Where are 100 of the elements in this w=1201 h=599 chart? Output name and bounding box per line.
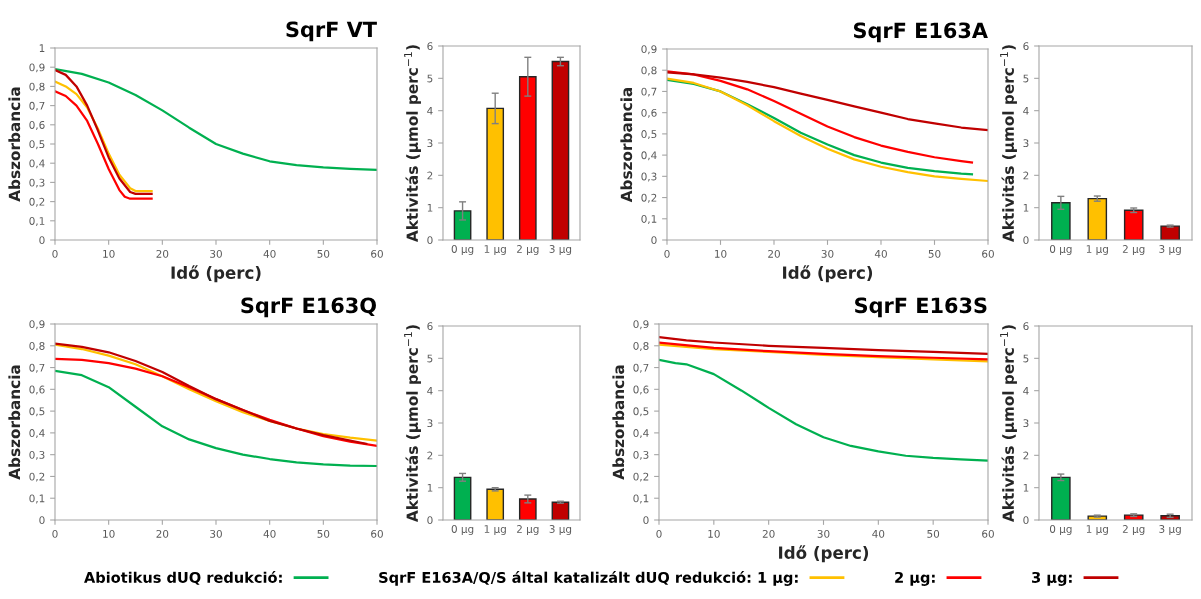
bar	[551, 60, 570, 240]
y-tick-label: 0,4	[29, 429, 45, 439]
x-axis-title: Idő (perc)	[171, 265, 261, 283]
x-tick-label: 1 µg	[1086, 525, 1108, 535]
y-tick-label: 2	[427, 451, 433, 460]
x-tick-label: 20	[768, 249, 780, 258]
x-tick-label: 3 µg	[1159, 525, 1181, 535]
x-tick-label: 3 µg	[549, 525, 572, 535]
legend-label: SqrF E163A/Q/S által katalizált dUQ redukció: 1 µg:	[379, 571, 798, 586]
x-tick-label: 40	[872, 529, 885, 538]
y-axis-title: Abszorbancia	[620, 87, 633, 203]
y-tick-label: 0,9	[633, 320, 649, 330]
x-tick-label: 60	[982, 249, 994, 258]
y-tick-label: 0	[39, 516, 45, 525]
x-tick-label: 3 µg	[1159, 245, 1181, 255]
y-tick-label: 3	[1023, 419, 1029, 428]
y-tick-label: 1	[427, 484, 433, 492]
y-axis-title: Aktivitás (µmol perc$^{−1}$)	[404, 325, 421, 522]
x-tick-label: 30	[817, 529, 830, 538]
bar	[518, 498, 537, 520]
x-tick-label: 40	[263, 249, 276, 258]
x-tick-label: 1 µg	[484, 245, 506, 255]
y-tick-label: 1	[1023, 484, 1029, 492]
bar	[486, 107, 505, 240]
y-tick-label: 0,3	[29, 178, 45, 188]
y-axis-title: Abszorbancia	[612, 365, 625, 480]
y-tick-label: 0,3	[641, 172, 657, 182]
y-tick-label: 0,7	[633, 363, 649, 373]
y-tick-label: 0,8	[29, 342, 45, 351]
y-axis-title: Abszorbancia	[8, 365, 21, 480]
x-tick-label: 20	[762, 529, 775, 538]
y-tick-label: 0,2	[29, 197, 45, 207]
y-tick-label: 0,4	[641, 151, 657, 161]
y-tick-label: 0	[643, 516, 649, 525]
x-tick-label: 30	[210, 249, 222, 258]
x-tick-label: 60	[371, 249, 383, 258]
bar	[1160, 225, 1180, 240]
y-tick-label: 0,6	[641, 108, 657, 118]
y-tick-label: 0,8	[29, 82, 45, 92]
x-tick-label: 2 µg	[516, 525, 539, 535]
chart-title: SqrF E163Q	[241, 297, 376, 318]
y-tick-label: 0	[1023, 516, 1029, 525]
y-tick-label: 5	[1023, 74, 1029, 83]
y-tick-label: 0	[427, 236, 433, 245]
y-tick-label: 0,3	[29, 450, 45, 460]
y-tick-label: 0,7	[641, 87, 657, 97]
y-tick-label: 0,8	[633, 342, 649, 351]
line-series	[659, 358, 988, 462]
x-tick-label: 60	[371, 529, 383, 538]
y-tick-label: 0,1	[29, 217, 45, 226]
y-tick-label: 4	[427, 107, 433, 115]
bar	[1051, 202, 1071, 240]
y-tick-label: 1	[427, 204, 433, 212]
bar	[1087, 197, 1108, 240]
x-tick-label: 10	[708, 529, 720, 538]
x-tick-label: 2 µg	[1122, 525, 1145, 535]
y-tick-label: 6	[1023, 42, 1029, 51]
x-axis-title: Idő (perc)	[783, 265, 873, 283]
bar	[1051, 476, 1071, 520]
y-tick-label: 5	[1023, 354, 1029, 363]
x-tick-label: 30	[210, 529, 222, 538]
y-tick-label: 0,4	[29, 159, 45, 169]
y-tick-label: 3	[427, 419, 433, 428]
y-tick-label: 0,6	[29, 385, 45, 395]
y-tick-label: 0,6	[633, 385, 649, 395]
x-tick-label: 0 µg	[451, 525, 474, 535]
x-tick-label: 20	[156, 529, 169, 538]
chart-title: SqrF E163S	[855, 297, 987, 318]
y-tick-label: 3	[427, 139, 433, 148]
line-series	[659, 335, 988, 355]
x-tick-label: 10	[103, 249, 115, 258]
x-tick-label: 50	[927, 529, 940, 538]
bar	[518, 76, 537, 240]
x-tick-label: 0 µg	[451, 245, 474, 255]
y-tick-label: 0,1	[633, 494, 649, 504]
x-tick-label: 1 µg	[484, 525, 506, 535]
x-tick-label: 0 µg	[1049, 245, 1072, 255]
y-tick-label: 1	[1023, 204, 1029, 212]
y-tick-label: 4	[427, 387, 433, 395]
y-tick-label: 0,9	[641, 45, 657, 55]
y-tick-label: 6	[427, 42, 433, 51]
y-tick-label: 0,2	[29, 472, 45, 482]
y-tick-label: 0,9	[29, 63, 45, 73]
x-tick-label: 2 µg	[516, 245, 539, 255]
line-series	[55, 68, 377, 172]
legend-label: 3 µg:	[1032, 571, 1072, 586]
y-tick-label: 0,5	[29, 140, 45, 150]
y-tick-label: 5	[427, 74, 433, 83]
legend-label: 2 µg:	[895, 571, 935, 586]
chart-title: SqrF E163A	[853, 22, 988, 43]
x-tick-label: 50	[317, 249, 330, 258]
y-tick-label: 2	[1023, 171, 1029, 180]
x-tick-label: 10	[715, 249, 727, 258]
y-tick-label: 5	[427, 354, 433, 363]
chart-title: SqrF VT	[286, 21, 377, 42]
y-tick-label: 0	[1023, 236, 1029, 245]
x-tick-label: 40	[263, 529, 276, 538]
y-tick-label: 0,8	[641, 66, 657, 76]
y-tick-label: 4	[1023, 387, 1029, 395]
y-tick-label: 0	[651, 236, 657, 245]
